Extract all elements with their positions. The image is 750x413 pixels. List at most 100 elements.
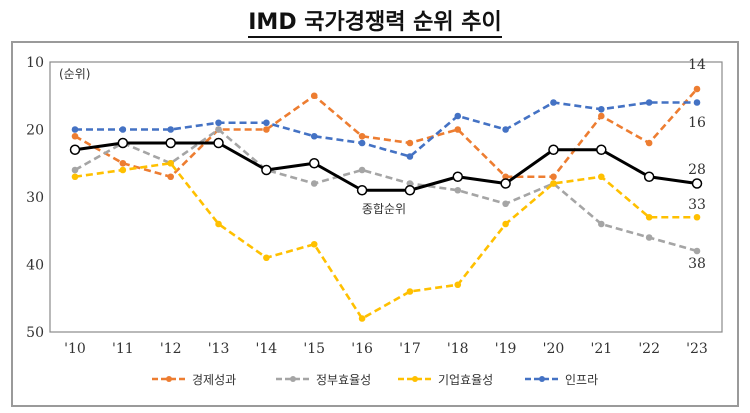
data-point (117, 137, 129, 149)
end-value-label: 38 (688, 256, 706, 272)
data-point (406, 139, 414, 147)
data-point (310, 132, 318, 140)
legend-item: 기업효율성 (398, 373, 493, 387)
legend-item: 경제성과 (152, 373, 236, 387)
data-point (645, 139, 653, 147)
x-tick-label: '19 (495, 341, 517, 357)
data-point (358, 139, 366, 147)
legend: 경제성과 정부효율성 기업효율성 인프라 (152, 373, 598, 387)
legend-label: 정부효율성 (316, 373, 371, 387)
data-point (693, 85, 701, 93)
data-point (500, 178, 511, 189)
y-tick-label: 10 (26, 55, 44, 71)
data-point (502, 220, 509, 228)
x-ticks: '10 '11 '12 '13 '14 '15 '16 '17 '18 '19 '20 '21 '22 '… (64, 341, 708, 357)
data-point (643, 171, 655, 182)
legend-swatch-marker (412, 376, 418, 382)
data-point (215, 126, 222, 133)
data-point (693, 213, 701, 221)
data-point (548, 144, 559, 155)
data-point (598, 173, 605, 181)
series-line (75, 101, 697, 158)
end-value-label: 14 (688, 57, 706, 73)
overall-rank-label: 종합순위 (362, 202, 406, 216)
data-point (406, 153, 414, 160)
chart-title-text: IMD 국가경쟁력 순위 추이 (248, 10, 502, 38)
data-point (404, 185, 416, 196)
legend-swatch-marker (539, 376, 545, 382)
data-point (358, 166, 366, 174)
x-tick-label: '12 (160, 341, 182, 357)
series-line (74, 128, 698, 253)
x-tick-label: '14 (256, 341, 278, 357)
data-point (119, 166, 127, 174)
data-point (645, 213, 653, 221)
data-point (550, 173, 557, 181)
data-point (308, 158, 320, 169)
data-point (693, 247, 701, 255)
data-point (645, 234, 653, 241)
legend-label: 경제성과 (192, 373, 236, 387)
y-tick-label: 50 (26, 325, 44, 341)
chart-title: IMD 국가경쟁력 순위 추이 (0, 4, 750, 38)
data-point (310, 240, 318, 248)
end-labels: 14 16 28 33 38 (688, 57, 706, 272)
series-group (69, 85, 703, 322)
data-point (454, 186, 462, 194)
data-point (119, 159, 127, 167)
data-point (598, 105, 605, 113)
data-point (71, 132, 79, 140)
data-point (406, 180, 414, 187)
data-point (215, 220, 222, 228)
data-point (215, 119, 222, 127)
data-point (167, 173, 174, 181)
data-point (261, 164, 272, 176)
x-tick-label: '20 (543, 341, 565, 357)
data-point (454, 112, 462, 120)
data-point (452, 171, 464, 182)
data-point (358, 315, 366, 322)
y-tick-label: 40 (26, 258, 44, 274)
x-tick-label: '21 (590, 341, 612, 357)
data-point (550, 99, 557, 106)
data-point (71, 173, 79, 181)
x-tick-label: '10 (64, 341, 86, 357)
legend-swatch-marker (290, 376, 296, 382)
data-point (550, 180, 557, 187)
data-point (598, 220, 605, 228)
data-point (358, 132, 366, 140)
y-tick-label: 30 (26, 190, 44, 206)
x-tick-label: '11 (112, 341, 134, 357)
data-point (356, 185, 368, 196)
series-5 (69, 137, 703, 196)
plot-area (49, 61, 723, 333)
series-4 (71, 99, 701, 160)
data-point (645, 99, 653, 106)
data-point (263, 126, 270, 133)
legend-label: 인프라 (565, 373, 598, 387)
y-axis-label: (순위) (59, 67, 90, 81)
data-point (263, 119, 270, 127)
data-point (502, 126, 509, 133)
x-tick-label: '18 (447, 341, 469, 357)
data-point (263, 254, 270, 262)
data-point (165, 137, 176, 149)
legend-item: 인프라 (525, 373, 598, 387)
data-point (598, 112, 605, 120)
x-tick-label: '22 (638, 341, 660, 357)
data-point (406, 288, 414, 295)
data-point (167, 126, 174, 133)
data-point (69, 144, 81, 155)
y-tick-label: 20 (26, 123, 44, 139)
x-tick-label: '13 (208, 341, 230, 357)
series-line (74, 141, 698, 192)
data-point (310, 92, 318, 100)
data-point (693, 99, 701, 106)
data-point (596, 144, 607, 155)
end-value-label: 28 (688, 162, 706, 178)
legend-item: 정부효율성 (276, 373, 371, 387)
series-1 (71, 85, 701, 181)
end-value-label: 33 (688, 197, 706, 213)
data-point (502, 173, 509, 181)
